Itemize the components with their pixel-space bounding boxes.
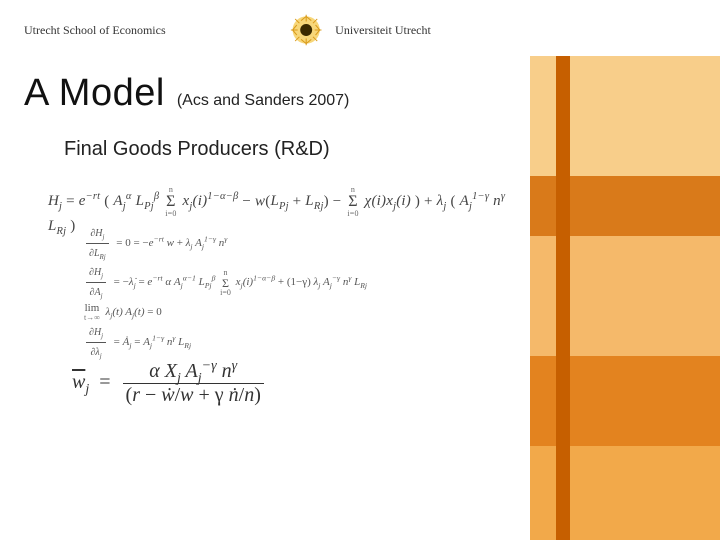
university-block: Universiteit Utrecht: [289, 13, 431, 47]
university-label: Universiteit Utrecht: [335, 23, 431, 38]
slide-header: Utrecht School of Economics: [0, 0, 720, 56]
title-citation: (Acs and Sanders 2007): [177, 92, 350, 110]
foc-line-1: ∂Hj∂LRj = 0 = −e−rt w + λj Aj1−γ nγ: [84, 224, 510, 263]
foc-line-tvc: lim t→∞ λj(t) Aj(t) = 0: [84, 302, 510, 323]
school-label: Utrecht School of Economics: [24, 23, 166, 38]
sun-icon: [289, 13, 323, 47]
equation-first-order-conditions: ∂Hj∂LRj = 0 = −e−rt w + λj Aj1−γ nγ ∂Hj∂…: [84, 224, 510, 362]
page-title: A Model: [24, 72, 165, 115]
subtitle: Final Goods Producers (R&D): [64, 138, 330, 161]
foc-line-2: ∂Hj∂Aj = −λ̇j = e−rt α Ajα−1 LPjβ nΣi=0 …: [84, 263, 510, 302]
band-thin-bar: [556, 56, 570, 540]
slide: Utrecht School of Economics: [0, 0, 720, 540]
foc-line-3: ∂Hj∂λj = Ȧj = Aj1−γ nγ LRj: [84, 323, 510, 362]
title-row: A Model (Acs and Sanders 2007): [24, 72, 696, 115]
equation-result: wj = α Xj Aj−γ nγ (r − ẇ/w + γ ṅ/n): [72, 360, 510, 407]
